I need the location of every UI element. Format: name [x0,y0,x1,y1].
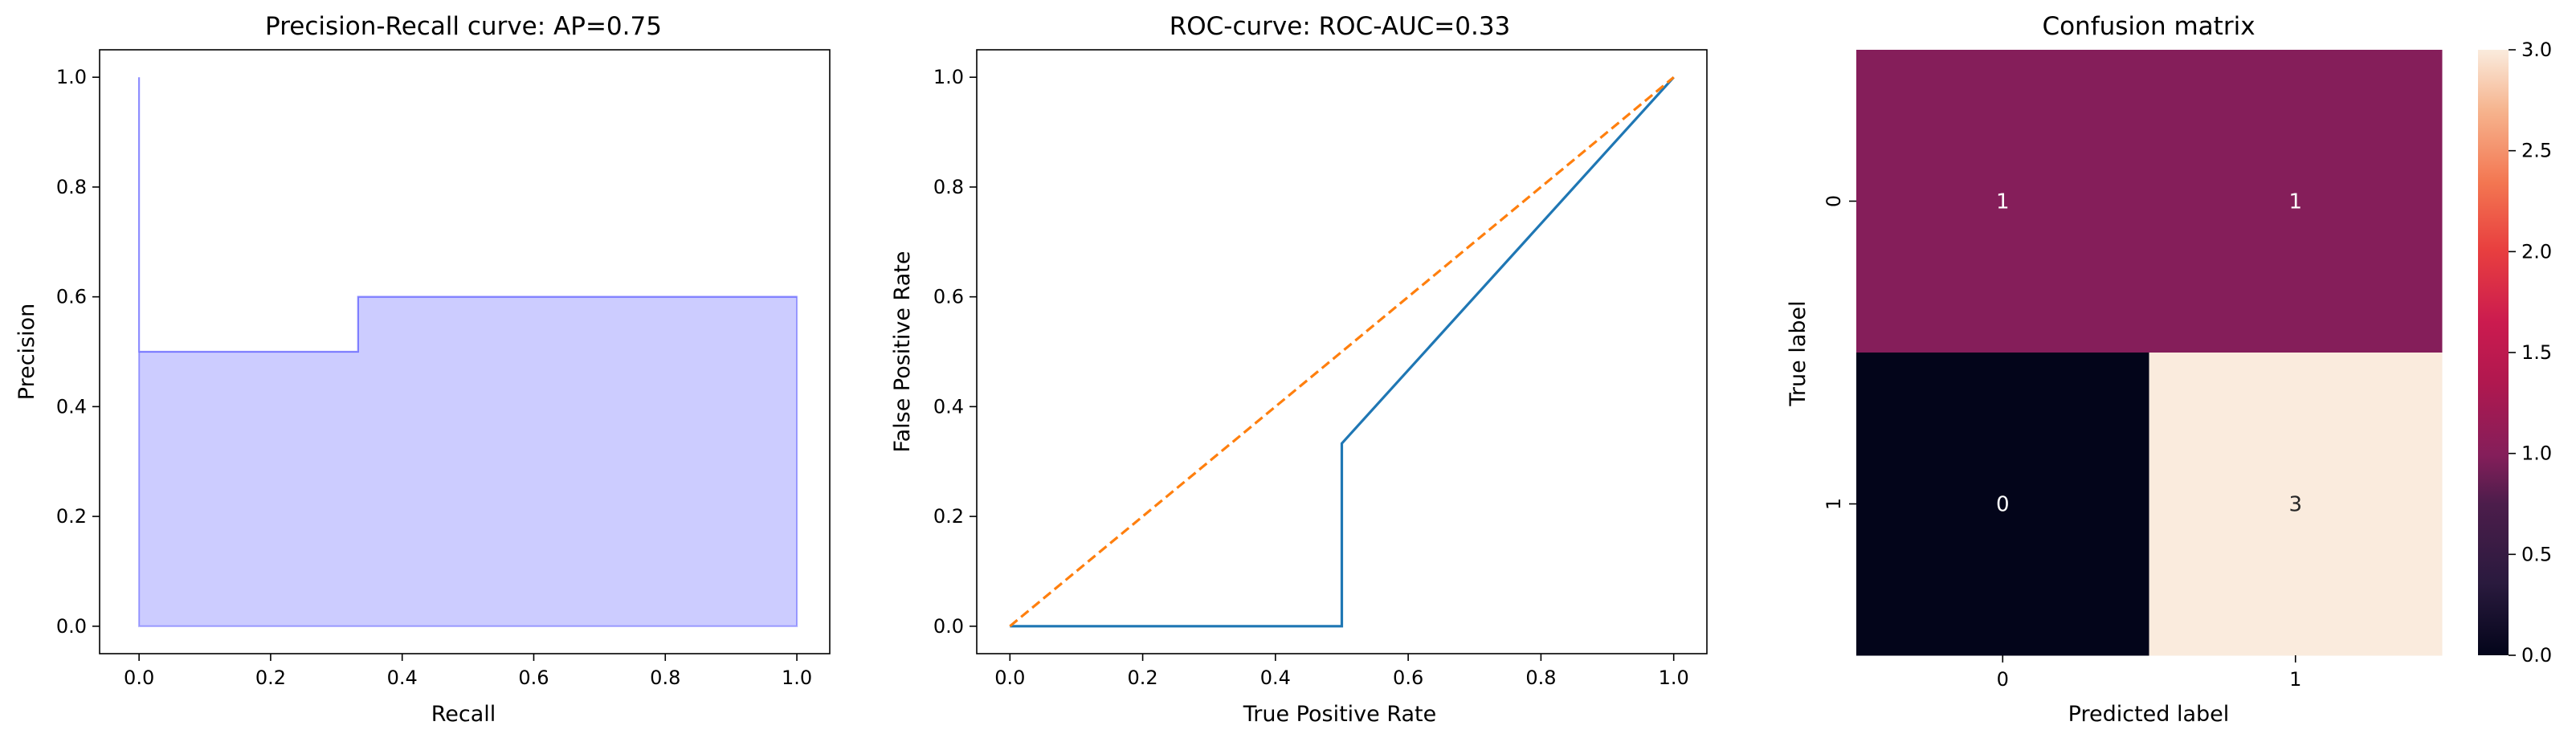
cm-cell [2149,353,2443,656]
roc-ytick-label: 0.0 [933,615,964,638]
cm-cell-value: 3 [2288,493,2302,517]
pr-area-edge [138,77,798,627]
pr-ytick-label: 0.4 [56,395,87,418]
cm-cell-value: 1 [1996,190,2010,214]
roc-ytick-label: 0.4 [933,395,964,418]
pr-ytick-label: 0.6 [56,286,87,308]
pr-xlabel: Recall [431,702,496,727]
pr-ytick-label: 0.8 [56,176,87,198]
cm-cell-value: 1 [2288,190,2302,214]
colorbar-tick-label: 3.0 [2521,39,2552,61]
pr-area-fill [139,77,798,626]
pr-xtick-label: 0.2 [255,667,286,689]
roc-xtick-label: 1.0 [1659,667,1689,689]
cm-ytick-label: 0 [1823,195,1845,207]
pr-ytick-label: 0.2 [56,505,87,528]
cm-cell [1856,353,2149,656]
cm-ylabel: True label [1786,300,1811,406]
pr-x-ticks: 0.0 0.2 0.4 0.6 0.8 1.0 [124,654,812,689]
pr-xtick-label: 0.4 [387,667,418,689]
cm-y-ticks: 01 [1823,195,1856,510]
colorbar-tick-label: 1.5 [2521,341,2552,364]
pr-panel: Precision-Recall curve: AP=0.75 0.0 0.2 0.… [14,12,831,727]
colorbar-tick-label: 2.5 [2521,140,2552,162]
colorbar-ticks: 0.0 0.5 1.0 1.5 2.0 2.5 3.0 [2509,39,2552,667]
cm-title: Confusion matrix [2042,12,2255,41]
roc-ytick-label: 0.8 [933,176,964,198]
roc-axes-frame [976,49,1708,654]
cm-xtick-label: 1 [2289,668,2301,691]
roc-diagonal-line [1009,75,1675,628]
pr-axes-frame [99,49,831,654]
pr-plot-area [138,77,798,627]
roc-title: ROC-curve: ROC-AUC=0.33 [1170,12,1511,41]
cm-xtick-label: 0 [1997,668,2009,691]
roc-xtick-label: 0.6 [1393,667,1423,689]
pr-step-line [138,77,798,353]
roc-xtick-label: 0.4 [1260,667,1291,689]
roc-xtick-label: 0.0 [994,667,1025,689]
pr-ytick-label: 1.0 [56,66,87,88]
pr-xtick-label: 0.0 [124,667,154,689]
roc-ylabel: False Positive Rate [890,251,915,453]
pr-xtick-label: 1.0 [782,667,812,689]
cm-cell [2149,50,2443,353]
roc-panel: ROC-curve: ROC-AUC=0.33 0.0 0.2 0.4 0.6 0.8 1… [890,12,1708,727]
roc-xtick-label: 0.8 [1525,667,1556,689]
colorbar-tick-label: 0.5 [2521,543,2552,565]
roc-xtick-label: 0.2 [1128,667,1158,689]
colorbar-tick-label: 1.0 [2521,442,2552,465]
roc-plot-area [1009,75,1675,628]
cm-cells: 1 1 0 3 [1856,50,2443,656]
pr-xtick-label: 0.8 [650,667,680,689]
cm-cell [1856,50,2149,353]
colorbar-tick-label: 2.0 [2521,240,2552,263]
roc-ytick-label: 0.6 [933,286,964,308]
roc-curve-line [1010,76,1675,628]
pr-ylabel: Precision [14,304,39,400]
roc-xlabel: True Positive Rate [1243,702,1437,727]
roc-x-ticks: 0.0 0.2 0.4 0.6 0.8 1.0 [994,654,1689,689]
colorbar [2478,50,2509,655]
pr-xtick-label: 0.6 [518,667,549,689]
pr-ytick-label: 0.0 [56,615,87,638]
colorbar-tick-label: 0.0 [2521,644,2552,667]
cm-ytick-label: 1 [1823,498,1845,510]
cm-xlabel: Predicted label [2068,702,2230,727]
roc-ytick-label: 0.2 [933,505,964,528]
cm-cell-value: 0 [1996,493,2010,517]
roc-ytick-label: 1.0 [933,66,964,88]
pr-y-ticks: 0.0 0.2 0.4 0.6 0.8 1.0 [56,66,100,638]
pr-title: Precision-Recall curve: AP=0.75 [265,12,662,41]
roc-y-ticks: 0.0 0.2 0.4 0.6 0.8 1.0 [933,66,977,638]
